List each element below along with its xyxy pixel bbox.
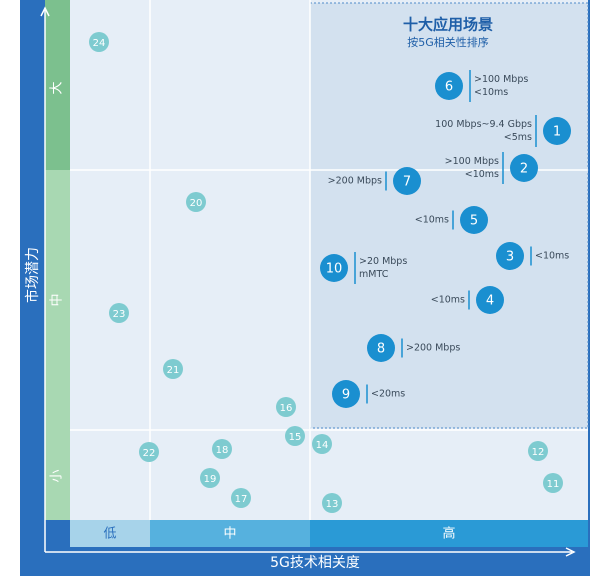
node	[312, 434, 332, 454]
y-level: 小	[50, 469, 65, 482]
node-label: 7	[403, 175, 411, 190]
node	[496, 242, 524, 270]
x-arrow-head	[565, 547, 576, 557]
note: <5ms	[504, 132, 532, 143]
node	[320, 254, 348, 282]
note: 100 Mbps~9.4 Gbps	[435, 119, 532, 130]
node-label: 24	[93, 38, 106, 49]
node-label: 8	[377, 342, 385, 357]
node-label: 18	[216, 445, 229, 456]
node	[200, 468, 220, 488]
x-axis-label: 5G技术相关度	[270, 555, 360, 571]
node-label: 9	[342, 388, 350, 403]
node	[332, 380, 360, 408]
x-level: 中	[223, 527, 236, 542]
note: <10ms	[415, 215, 449, 226]
node	[528, 441, 548, 461]
node	[139, 442, 159, 462]
note: <20ms	[371, 389, 405, 400]
subtitle: 按5G相关性排序	[407, 35, 489, 49]
note: mMTC	[359, 269, 389, 280]
node	[476, 286, 504, 314]
node-label: 15	[289, 432, 302, 443]
node	[163, 359, 183, 379]
node-label: 5	[470, 214, 478, 229]
note: >200 Mbps	[406, 343, 460, 354]
x-level: 高	[442, 526, 455, 542]
node	[543, 473, 563, 493]
note: >200 Mbps	[328, 176, 382, 187]
note: >100 Mbps	[474, 74, 528, 85]
node-label: 13	[326, 499, 339, 510]
node-label: 23	[113, 309, 126, 320]
x-level: 低	[103, 527, 116, 542]
note: >20 Mbps	[359, 256, 407, 267]
node	[231, 488, 251, 508]
level-band	[45, 430, 70, 520]
node	[276, 397, 296, 417]
note: <10ms	[431, 295, 465, 306]
node-label: 6	[445, 80, 453, 95]
level-band	[45, 170, 70, 430]
note: <10ms	[535, 251, 569, 262]
level-band	[310, 520, 588, 547]
node	[285, 426, 305, 446]
node-label: 16	[280, 403, 293, 414]
node	[367, 334, 395, 362]
y-axis-label: 市场潜力	[24, 247, 41, 303]
node-label: 3	[506, 250, 514, 265]
highlight-box	[309, 2, 589, 429]
node-label: 22	[143, 448, 156, 459]
node-label: 19	[204, 474, 217, 485]
node	[393, 167, 421, 195]
note: <10ms	[465, 169, 499, 180]
node	[543, 117, 571, 145]
note: >100 Mbps	[445, 156, 499, 167]
y-level: 大	[50, 81, 65, 94]
node	[435, 72, 463, 100]
node	[186, 192, 206, 212]
level-band	[150, 520, 310, 547]
node-label: 17	[235, 494, 248, 505]
node	[322, 493, 342, 513]
node-label: 14	[316, 440, 329, 451]
node-label: 21	[167, 365, 180, 376]
y-level: 中	[50, 293, 65, 306]
node-label: 2	[520, 162, 528, 177]
node-label: 12	[532, 447, 545, 458]
node	[510, 154, 538, 182]
node-label: 20	[190, 198, 203, 209]
node-label: 11	[547, 479, 560, 490]
node	[89, 32, 109, 52]
node	[109, 303, 129, 323]
node-label: 10	[326, 262, 343, 277]
node	[212, 439, 232, 459]
note: <10ms	[474, 87, 508, 98]
node	[460, 206, 488, 234]
grid	[70, 0, 588, 520]
level-band	[45, 0, 70, 170]
level-band	[70, 520, 150, 547]
y-arrow-head	[40, 6, 50, 17]
title: 十大应用场景	[403, 16, 493, 34]
node-label: 1	[553, 125, 561, 140]
node-label: 4	[486, 294, 494, 309]
